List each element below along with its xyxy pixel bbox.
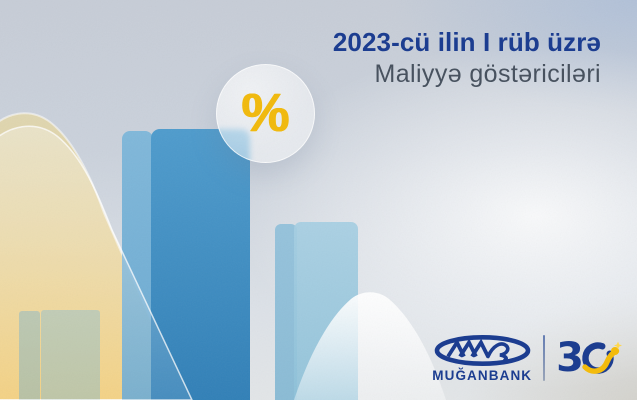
muganbank-emblem-block: MUĞANBANK: [432, 334, 533, 383]
muganbank-wordmark: MUĞANBANK: [432, 367, 533, 383]
muganbank-logo: MUĞANBANK 3: [432, 334, 622, 383]
anniversary-30-logo: 3: [556, 336, 622, 380]
percent-badge: %: [216, 64, 315, 163]
muganbank-emblem-icon: [434, 334, 531, 366]
logo-divider: [543, 335, 546, 382]
title-line-1: 2023-cü ilin I rüb üzrə: [332, 27, 601, 57]
anniversary-digit: 3: [556, 335, 584, 382]
banner-title: 2023-cü ilin I rüb üzrə Maliyyə göstəric…: [332, 27, 601, 89]
bar-right-left-segment: [275, 224, 297, 400]
title-line-2: Maliyyə göstəriciləri: [374, 60, 601, 89]
anniversary-zero-icon: [582, 341, 622, 375]
percent-icon: %: [241, 82, 290, 143]
